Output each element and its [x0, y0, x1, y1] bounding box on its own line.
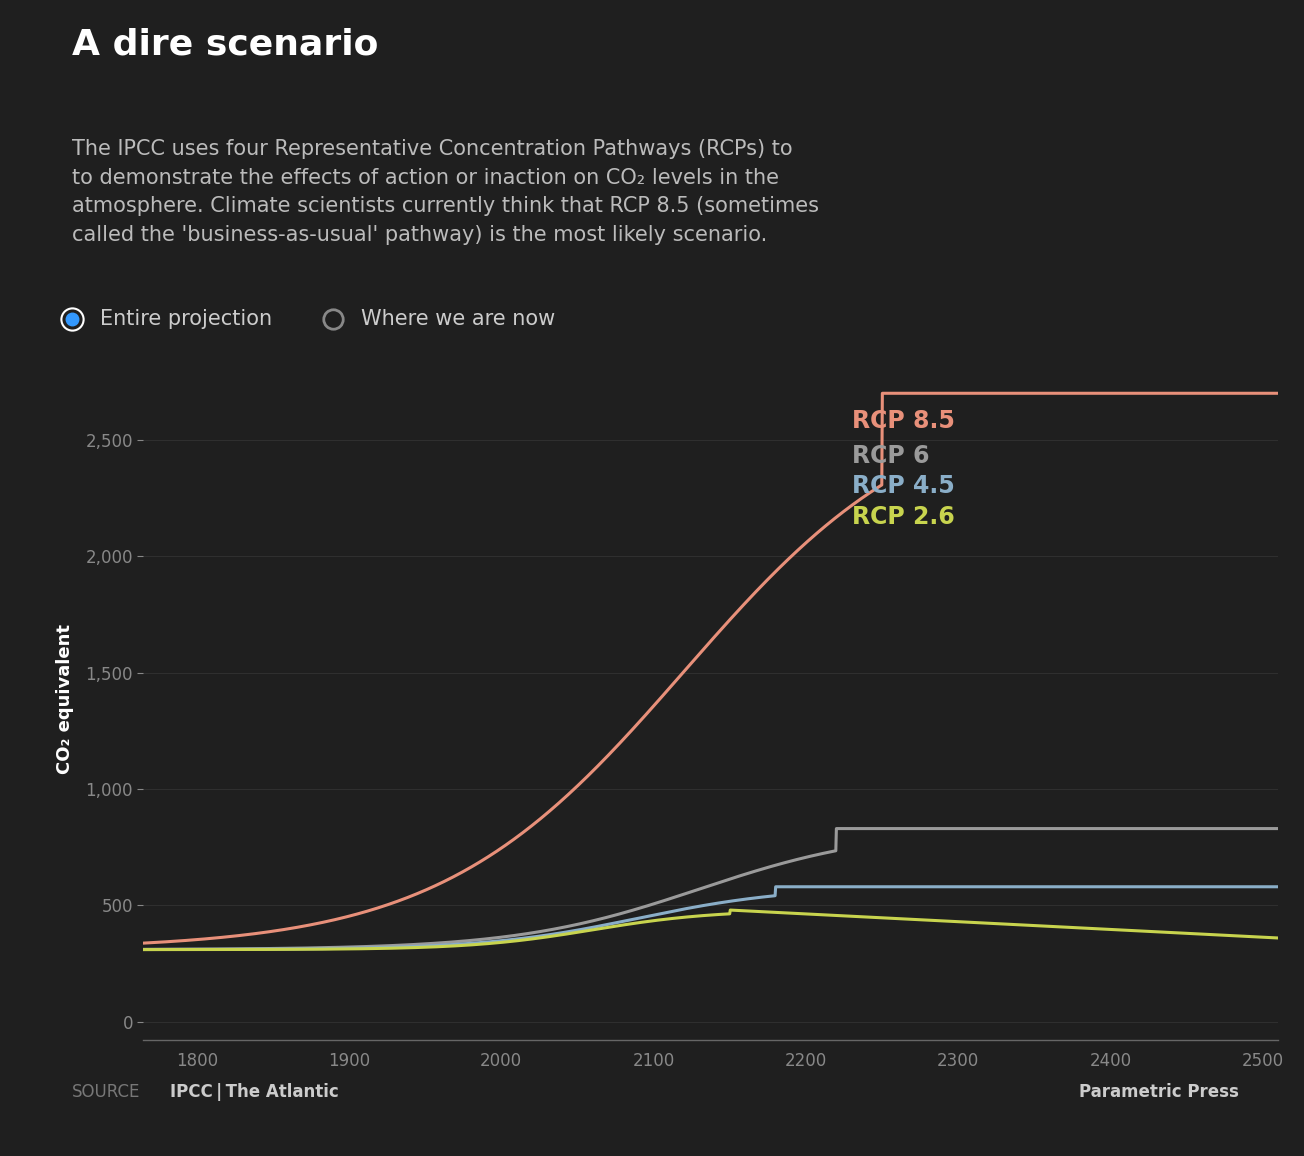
Text: Entire projection: Entire projection: [100, 309, 273, 329]
Y-axis label: CO₂ equivalent: CO₂ equivalent: [56, 624, 74, 775]
Text: The IPCC uses four Representative Concentration Pathways (RCPs) to
to demonstrat: The IPCC uses four Representative Concen…: [72, 139, 819, 245]
Text: RCP 6: RCP 6: [852, 444, 928, 468]
Text: Where we are now: Where we are now: [361, 309, 556, 329]
Text: RCP 8.5: RCP 8.5: [852, 409, 955, 434]
Text: IPCC | The Atlantic: IPCC | The Atlantic: [170, 1083, 338, 1102]
Text: RCP 2.6: RCP 2.6: [852, 505, 955, 528]
Text: A dire scenario: A dire scenario: [72, 28, 378, 61]
Text: RCP 4.5: RCP 4.5: [852, 474, 955, 498]
Text: Parametric Press: Parametric Press: [1078, 1083, 1239, 1102]
Text: SOURCE: SOURCE: [72, 1083, 140, 1102]
